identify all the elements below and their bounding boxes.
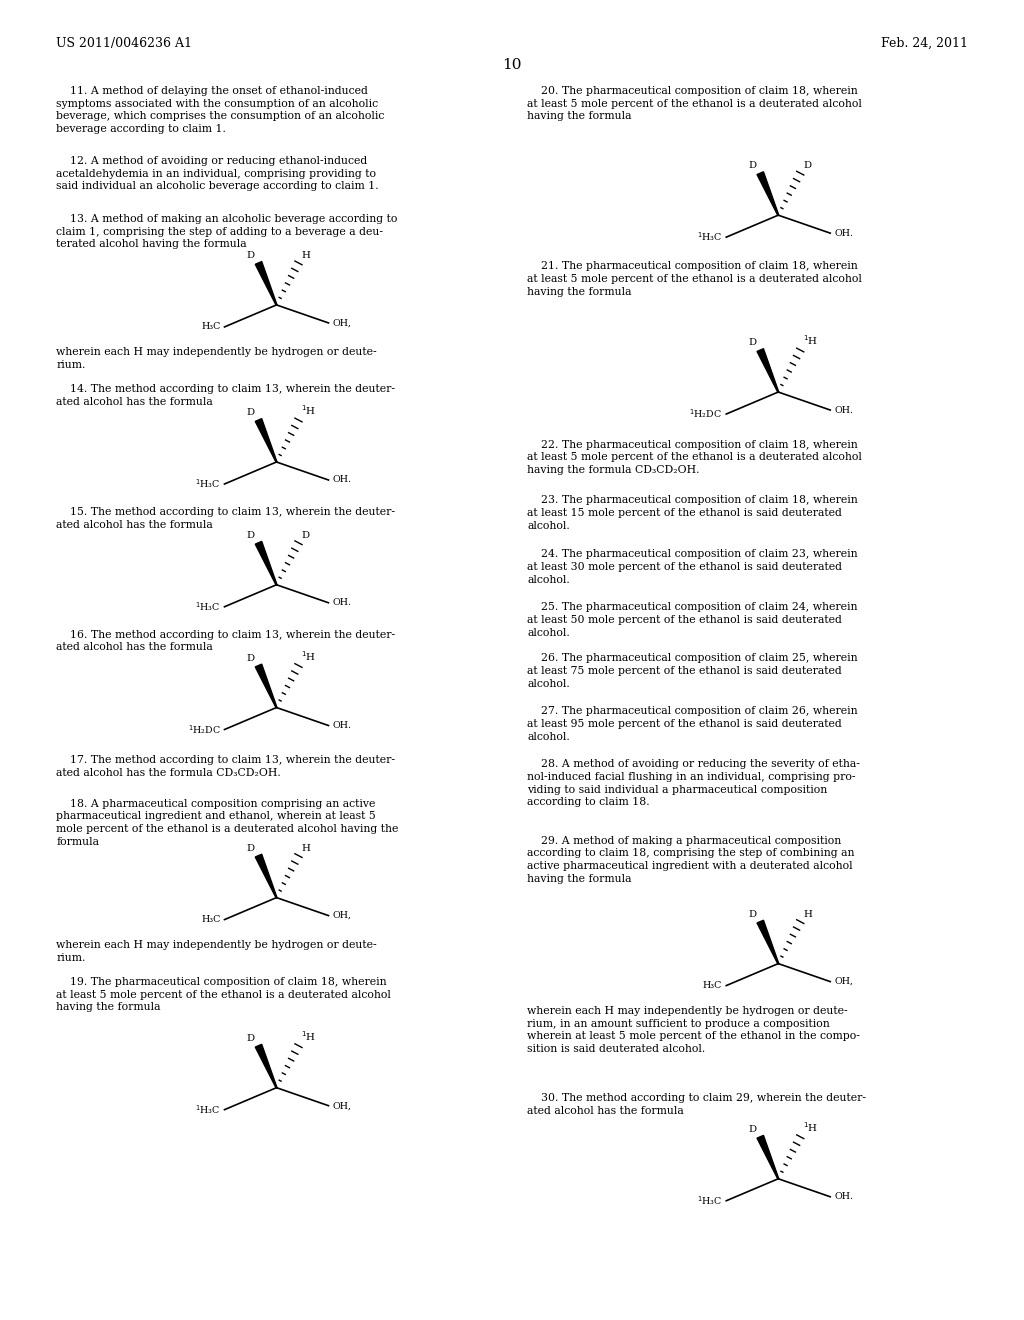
Text: OH,: OH, [333, 911, 351, 920]
Text: $^1$H₃C: $^1$H₃C [697, 1195, 722, 1206]
Text: D: D [749, 338, 757, 347]
Polygon shape [255, 418, 276, 462]
Text: H: H [803, 909, 812, 919]
Text: OH,: OH, [333, 318, 351, 327]
Text: D: D [247, 653, 255, 663]
Text: D: D [749, 1125, 757, 1134]
Text: OH.: OH. [333, 475, 351, 484]
Text: 17. The method according to claim 13, wherein the deuter-
ated alcohol has the f: 17. The method according to claim 13, wh… [56, 755, 395, 777]
Text: 18. A pharmaceutical composition comprising an active
pharmaceutical ingredient : 18. A pharmaceutical composition compris… [56, 799, 398, 847]
Text: 12. A method of avoiding or reducing ethanol-induced
acetaldehydemia in an indiv: 12. A method of avoiding or reducing eth… [56, 156, 379, 191]
Polygon shape [757, 172, 778, 215]
Text: wherein each H may independently be hydrogen or deute-
rium.: wherein each H may independently be hydr… [56, 940, 377, 962]
Polygon shape [255, 664, 276, 708]
Text: 25. The pharmaceutical composition of claim 24, wherein
at least 50 mole percent: 25. The pharmaceutical composition of cl… [527, 602, 858, 638]
Text: 24. The pharmaceutical composition of claim 23, wherein
at least 30 mole percent: 24. The pharmaceutical composition of cl… [527, 549, 858, 585]
Text: 28. A method of avoiding or reducing the severity of etha-
nol-induced facial fl: 28. A method of avoiding or reducing the… [527, 759, 860, 808]
Text: wherein each H may independently be hydrogen or deute-
rium.: wherein each H may independently be hydr… [56, 347, 377, 370]
Text: 20. The pharmaceutical composition of claim 18, wherein
at least 5 mole percent : 20. The pharmaceutical composition of cl… [527, 86, 862, 121]
Text: wherein each H may independently be hydrogen or deute-
rium, in an amount suffic: wherein each H may independently be hydr… [527, 1006, 860, 1055]
Text: D: D [247, 531, 255, 540]
Text: D: D [749, 161, 757, 170]
Text: 27. The pharmaceutical composition of claim 26, wherein
at least 95 mole percent: 27. The pharmaceutical composition of cl… [527, 706, 858, 742]
Text: OH.: OH. [835, 1192, 853, 1201]
Text: D: D [803, 161, 811, 170]
Polygon shape [757, 920, 778, 964]
Text: $^1$H: $^1$H [803, 333, 818, 347]
Text: OH.: OH. [835, 228, 853, 238]
Text: OH,: OH, [333, 1101, 351, 1110]
Text: 23. The pharmaceutical composition of claim 18, wherein
at least 15 mole percent: 23. The pharmaceutical composition of cl… [527, 495, 858, 531]
Polygon shape [255, 261, 276, 305]
Text: $^1$H: $^1$H [301, 1028, 316, 1043]
Text: $^1$H₃C: $^1$H₃C [196, 1104, 220, 1115]
Text: H₃C: H₃C [201, 322, 220, 331]
Text: OH.: OH. [333, 721, 351, 730]
Text: OH.: OH. [333, 598, 351, 607]
Polygon shape [255, 1044, 276, 1088]
Text: D: D [301, 531, 309, 540]
Text: 21. The pharmaceutical composition of claim 18, wherein
at least 5 mole percent : 21. The pharmaceutical composition of cl… [527, 261, 862, 297]
Text: D: D [247, 251, 255, 260]
Text: H: H [301, 251, 310, 260]
Text: $^1$H: $^1$H [803, 1119, 818, 1134]
Text: $^1$H: $^1$H [301, 648, 316, 663]
Text: 13. A method of making an alcoholic beverage according to
claim 1, comprising th: 13. A method of making an alcoholic beve… [56, 214, 397, 249]
Text: D: D [247, 1034, 255, 1043]
Polygon shape [255, 854, 276, 898]
Polygon shape [757, 348, 778, 392]
Text: 29. A method of making a pharmaceutical composition
according to claim 18, compr: 29. A method of making a pharmaceutical … [527, 836, 855, 884]
Text: D: D [247, 843, 255, 853]
Text: 14. The method according to claim 13, wherein the deuter-
ated alcohol has the f: 14. The method according to claim 13, wh… [56, 384, 395, 407]
Text: 19. The pharmaceutical composition of claim 18, wherein
at least 5 mole percent : 19. The pharmaceutical composition of cl… [56, 977, 391, 1012]
Text: $^1$H₃C: $^1$H₃C [196, 601, 220, 612]
Text: H₃C: H₃C [201, 915, 220, 924]
Text: D: D [749, 909, 757, 919]
Text: $^1$H₂DC: $^1$H₂DC [187, 723, 220, 735]
Text: $^1$H₃C: $^1$H₃C [196, 478, 220, 490]
Text: $^1$H: $^1$H [301, 403, 316, 417]
Text: OH.: OH. [835, 405, 853, 414]
Text: H: H [301, 843, 310, 853]
Polygon shape [255, 541, 276, 585]
Text: OH,: OH, [835, 977, 853, 986]
Text: H₃C: H₃C [702, 981, 722, 990]
Text: 22. The pharmaceutical composition of claim 18, wherein
at least 5 mole percent : 22. The pharmaceutical composition of cl… [527, 440, 862, 475]
Text: US 2011/0046236 A1: US 2011/0046236 A1 [56, 37, 193, 50]
Text: 16. The method according to claim 13, wherein the deuter-
ated alcohol has the f: 16. The method according to claim 13, wh… [56, 630, 395, 652]
Text: 26. The pharmaceutical composition of claim 25, wherein
at least 75 mole percent: 26. The pharmaceutical composition of cl… [527, 653, 858, 689]
Text: $^1$H₃C: $^1$H₃C [697, 231, 722, 243]
Text: 15. The method according to claim 13, wherein the deuter-
ated alcohol has the f: 15. The method according to claim 13, wh… [56, 507, 395, 529]
Text: $^1$H₂DC: $^1$H₂DC [689, 408, 722, 420]
Polygon shape [757, 1135, 778, 1179]
Text: 11. A method of delaying the onset of ethanol-induced
symptoms associated with t: 11. A method of delaying the onset of et… [56, 86, 385, 135]
Text: 30. The method according to claim 29, wherein the deuter-
ated alcohol has the f: 30. The method according to claim 29, wh… [527, 1093, 866, 1115]
Text: D: D [247, 408, 255, 417]
Text: 10: 10 [502, 58, 522, 73]
Text: Feb. 24, 2011: Feb. 24, 2011 [881, 37, 968, 50]
